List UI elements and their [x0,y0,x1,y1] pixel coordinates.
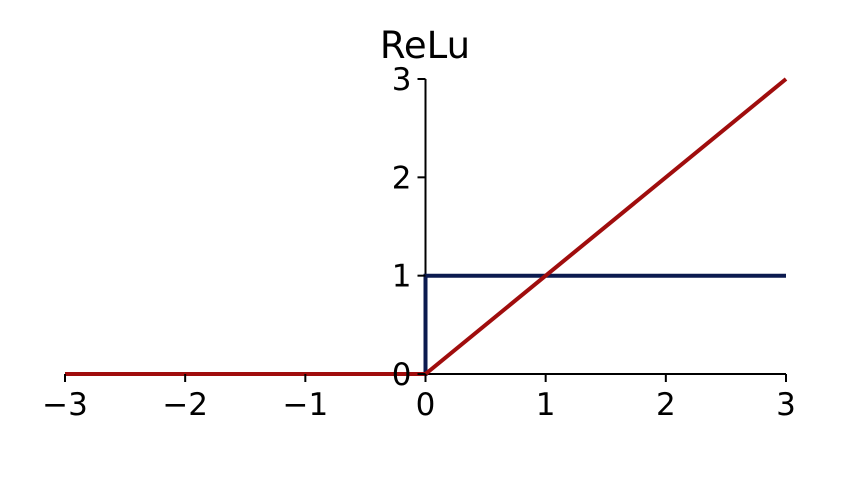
x-tick-label: 2 [656,387,676,423]
y-tick-label: 2 [392,160,412,196]
y-tick-label: 3 [392,62,412,98]
series-line-0 [65,273,786,376]
y-tick-label: 1 [392,259,412,295]
x-tick-label: 0 [416,387,436,423]
x-tick-label: 3 [776,387,796,423]
x-tick-label: −2 [162,387,208,423]
x-tick-label: −3 [42,387,88,423]
x-tick-label: 1 [536,387,556,423]
y-axis-ticks: 0 1 2 3 [392,62,426,393]
y-tick-label: 0 [392,357,412,393]
x-tick-label: −1 [282,387,328,423]
x-axis-ticks: −3 −2 −1 0 1 2 3 [42,374,796,423]
chart-title: ReLu [380,24,470,67]
